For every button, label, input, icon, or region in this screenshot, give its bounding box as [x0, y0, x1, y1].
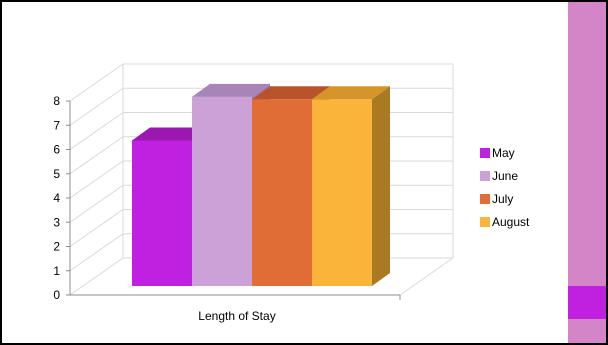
- legend-label: August: [492, 215, 530, 229]
- bar-front-face: [312, 99, 372, 287]
- legend-swatch: [480, 217, 490, 227]
- gridline-side: [69, 63, 124, 102]
- y-tick-label: 8: [53, 94, 60, 108]
- x-category-label: Length of Stay: [198, 309, 275, 323]
- chart-bars: [132, 83, 390, 287]
- gridline-side: [69, 257, 124, 296]
- legend-swatch: [480, 171, 490, 181]
- gridline-side: [69, 209, 124, 247]
- legend-swatch: [480, 148, 490, 158]
- legend-swatch: [480, 194, 490, 204]
- bar-front-face: [252, 99, 312, 287]
- legend-item: July: [480, 192, 513, 206]
- gridline-side: [69, 160, 124, 199]
- gridline-side: [69, 87, 124, 126]
- legend-item: June: [480, 169, 518, 183]
- y-tick-labels: 0 1 2 3 4 5 6 7 8: [53, 94, 60, 302]
- y-tick-label: 5: [53, 167, 60, 181]
- y-tick-label: 0: [53, 288, 60, 302]
- gridline-side: [69, 136, 124, 175]
- legend-label: June: [492, 169, 518, 183]
- legend: May June July August: [480, 146, 530, 229]
- y-tick-label: 6: [53, 143, 60, 157]
- y-tick-label: 1: [53, 264, 60, 278]
- y-tick-label: 3: [53, 215, 60, 229]
- bar-front-face: [132, 140, 192, 286]
- bar-front-face: [192, 96, 252, 286]
- x-tick-labels: Length of Stay: [198, 309, 275, 323]
- side-decoration-accent: [568, 286, 606, 319]
- legend-item: August: [480, 215, 530, 229]
- bar-top-face: [192, 83, 270, 97]
- bar-top-face: [132, 127, 210, 141]
- y-tick-label: 2: [53, 240, 60, 254]
- gridline-side: [69, 184, 124, 223]
- bar-top-face: [312, 86, 390, 100]
- chart-axes: [66, 100, 401, 300]
- legend-label: May: [492, 146, 515, 160]
- bar-august: [312, 86, 390, 287]
- bar-top-face: [252, 86, 330, 100]
- gridline-side: [69, 112, 124, 150]
- y-tick-label: 7: [53, 118, 60, 132]
- y-tick-label: 4: [53, 191, 60, 205]
- legend-item: May: [480, 146, 515, 160]
- gridline-side: [69, 233, 124, 272]
- legend-label: July: [492, 192, 513, 206]
- floor-right-edge: [399, 257, 454, 296]
- bar-side-face: [372, 86, 390, 287]
